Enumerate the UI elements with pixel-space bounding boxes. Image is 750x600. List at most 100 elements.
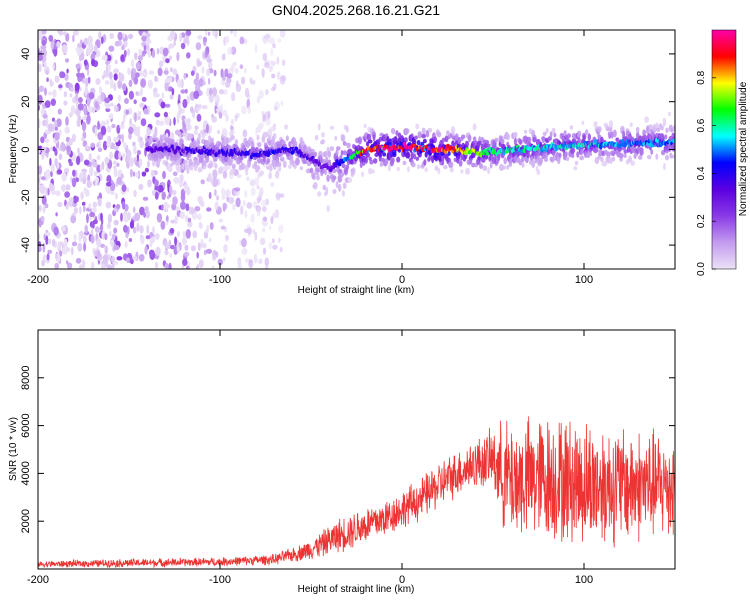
spectrogram-noise-cell (77, 97, 83, 103)
spectrogram-ridge-halo-cell (594, 156, 600, 165)
spectrogram-noise-cell (88, 203, 92, 210)
spectrogram-noise-cell (208, 237, 212, 243)
spectrogram-noise-cell (119, 124, 125, 129)
spectrogram-noise-cell (113, 68, 119, 74)
spectrogram-noise-cell (86, 96, 91, 107)
spectrogram-noise-cell (66, 260, 69, 265)
spectrogram-ridge-halo-cell (557, 156, 561, 165)
spectrogram-noise-cell (53, 120, 58, 127)
y-tick-label: 0 (20, 146, 32, 152)
spectrogram-noise-cell (131, 58, 135, 68)
colorbar-tick-label: 0.4 (696, 166, 707, 180)
spectrogram-noise-cell (77, 103, 84, 111)
spectrogram-ridge-halo-cell (420, 141, 425, 146)
spectrogram-ridge-halo-cell (635, 126, 640, 134)
spectrogram-ridge-halo-cell (530, 156, 534, 162)
spectrogram-noise-cell (47, 188, 50, 196)
spectrogram-noise-cell (274, 101, 280, 110)
spectrogram-ridge-halo-cell (150, 169, 154, 178)
spectrogram-noise-cell (164, 103, 171, 108)
spectrogram-noise-cell (202, 124, 206, 130)
spectrogram-noise-cell (77, 242, 83, 252)
spectrogram-ridge-halo-cell (402, 160, 407, 166)
spectrogram-noise-cell (38, 118, 41, 129)
spectrogram-noise-cell (47, 123, 54, 132)
spectrogram-ridge-halo-cell (366, 133, 372, 141)
spectrogram-noise-cell (134, 112, 137, 123)
spectrogram-noise-cell (168, 76, 173, 83)
spectrogram-noise-cell (268, 60, 275, 69)
spectrogram-noise-cell (56, 162, 60, 169)
spectrogram-noise-cell (244, 189, 248, 198)
spectrogram-noise-cell (204, 50, 208, 59)
spectrogram-ridge-halo-cell (390, 127, 396, 135)
spectrogram-noise-cell (173, 246, 178, 256)
spectrogram-ridge-halo-cell (456, 143, 462, 149)
spectrogram-noise-cell (75, 63, 81, 69)
spectrogram-noise-cell (44, 100, 51, 108)
spectrogram-noise-cell (60, 184, 67, 192)
spectrogram-noise-cell (124, 204, 129, 212)
spectrogram-ridge-halo-cell (230, 170, 235, 175)
spectrogram-ridge-halo-cell (608, 120, 614, 128)
spectrogram-noise-cell (126, 187, 130, 193)
spectrogram-noise-cell (186, 117, 191, 124)
spectrogram-noise-cell (114, 192, 118, 200)
spectrogram-noise-cell (279, 246, 283, 253)
spectrogram-noise-cell (103, 69, 110, 78)
spectrogram-noise-cell (222, 109, 228, 117)
spectrogram-ridge-halo-cell (256, 134, 260, 141)
spectrogram-noise-cell (65, 184, 71, 191)
spectrogram-noise-cell (114, 59, 118, 65)
spectrogram-noise-cell (264, 257, 270, 267)
spectrogram-noise-cell (195, 83, 201, 93)
spectrogram-noise-cell (38, 30, 42, 39)
spectrogram-ridge-halo-cell (345, 126, 349, 133)
colorbar-tick-label: 0.2 (696, 214, 707, 228)
spectrogram-noise-cell (100, 125, 107, 136)
spectrogram-noise-cell (61, 172, 67, 182)
spectrogram-ridge-halo-cell (325, 187, 329, 195)
spectrogram-ridge-halo-cell (342, 141, 347, 146)
spectrogram-ridge-halo-cell (342, 150, 347, 156)
spectrogram-noise-cell (58, 84, 63, 89)
spectrogram-noise-cell (128, 33, 134, 40)
spectrogram-noise-cell (247, 227, 252, 235)
spectrogram-noise-cell (106, 264, 113, 269)
spectrogram-ridge-halo-cell (467, 134, 472, 143)
spectrogram-ridge-halo-cell (579, 155, 584, 161)
spectrogram-noise-cell (116, 124, 121, 134)
spectrogram-noise-cell (262, 52, 267, 62)
spectrogram-noise-cell (236, 173, 242, 179)
spectrogram-noise-cell (140, 87, 143, 96)
spectrogram-ridge-halo-cell (506, 164, 510, 170)
spectrogram-ridge-halo-cell (489, 161, 493, 169)
spectrogram-ridge-halo-cell (190, 165, 194, 171)
y-tick-label: 6000 (20, 413, 32, 437)
spectrogram-noise-cell (212, 169, 218, 179)
spectrogram-ridge-halo-cell (417, 164, 421, 170)
spectrogram-noise-cell (202, 36, 208, 43)
spectrogram-noise-cell (123, 224, 128, 233)
spectrogram-ridge-halo-cell (629, 122, 633, 128)
spectrogram-ridge-halo-cell (595, 147, 599, 153)
spectrogram-noise-cell (50, 98, 56, 107)
spectrogram-noise-cell (184, 127, 187, 134)
spectrogram-noise-cell (249, 179, 256, 187)
spectrogram-noise-cell (117, 79, 123, 89)
spectrogram-ridge-halo-cell (313, 181, 318, 190)
spectrogram-noise-cell (84, 189, 90, 197)
spectrogram-noise-cell (129, 168, 133, 178)
spectrogram-noise-cell (53, 226, 59, 236)
spectrogram-noise-cell (161, 204, 164, 211)
spectrogram-ridge-halo-cell (218, 166, 224, 174)
spectrogram-noise-cell (120, 212, 123, 222)
spectrogram-noise-cell (174, 236, 178, 247)
spectrogram-ridge-halo-cell (387, 164, 391, 172)
spectrogram-noise-cell (63, 91, 68, 98)
spectrogram-noise-cell (247, 105, 251, 115)
spectrogram-noise-cell (40, 107, 45, 117)
spectrogram-noise-cell (230, 118, 235, 125)
spectrogram-noise-cell (256, 184, 260, 190)
